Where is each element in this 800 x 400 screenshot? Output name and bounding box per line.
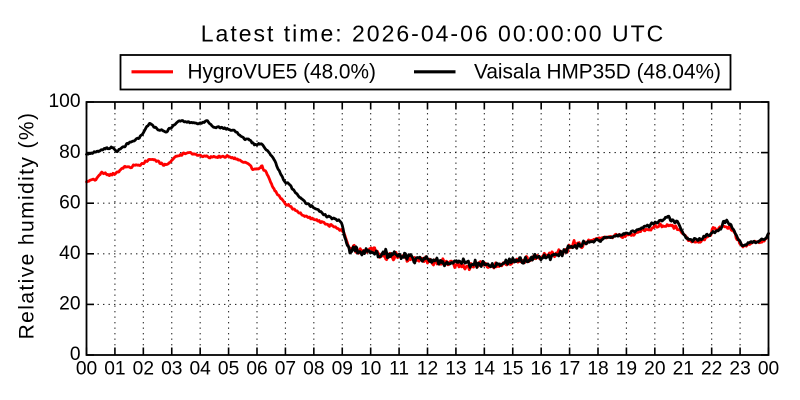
svg-text:Relative humidity (%): Relative humidity (%)	[16, 112, 39, 340]
svg-text:02: 02	[133, 359, 154, 380]
svg-text:06: 06	[246, 359, 267, 380]
svg-text:00: 00	[758, 359, 779, 380]
svg-text:13: 13	[445, 359, 466, 380]
svg-text:15: 15	[502, 359, 523, 380]
svg-text:12: 12	[417, 359, 438, 380]
svg-text:21: 21	[673, 359, 694, 380]
svg-text:19: 19	[616, 359, 637, 380]
svg-text:10: 10	[360, 359, 381, 380]
svg-text:04: 04	[189, 359, 211, 380]
svg-text:01: 01	[104, 359, 125, 380]
svg-text:Latest time: 2026-04-06 00:00:: Latest time: 2026-04-06 00:00:00 UTC	[201, 21, 666, 47]
svg-text:80: 80	[59, 142, 80, 163]
svg-text:14: 14	[474, 359, 496, 380]
svg-text:08: 08	[303, 359, 324, 380]
svg-text:11: 11	[389, 359, 409, 380]
svg-text:Vaisala HMP35D (48.04%): Vaisala HMP35D (48.04%)	[474, 60, 721, 83]
svg-text:00: 00	[76, 359, 97, 380]
svg-text:40: 40	[59, 243, 80, 264]
svg-text:16: 16	[530, 359, 551, 380]
svg-text:100: 100	[48, 91, 80, 112]
svg-text:07: 07	[275, 359, 296, 380]
svg-text:20: 20	[644, 359, 665, 380]
svg-text:03: 03	[161, 359, 182, 380]
svg-text:HygroVUE5 (48.0%): HygroVUE5 (48.0%)	[188, 60, 376, 83]
svg-text:23: 23	[729, 359, 750, 380]
svg-text:20: 20	[59, 294, 80, 315]
svg-text:09: 09	[332, 359, 353, 380]
svg-text:0: 0	[70, 344, 81, 365]
svg-text:05: 05	[218, 359, 239, 380]
svg-text:22: 22	[701, 359, 722, 380]
svg-text:18: 18	[587, 359, 608, 380]
svg-text:17: 17	[559, 359, 580, 380]
svg-text:60: 60	[59, 192, 80, 213]
